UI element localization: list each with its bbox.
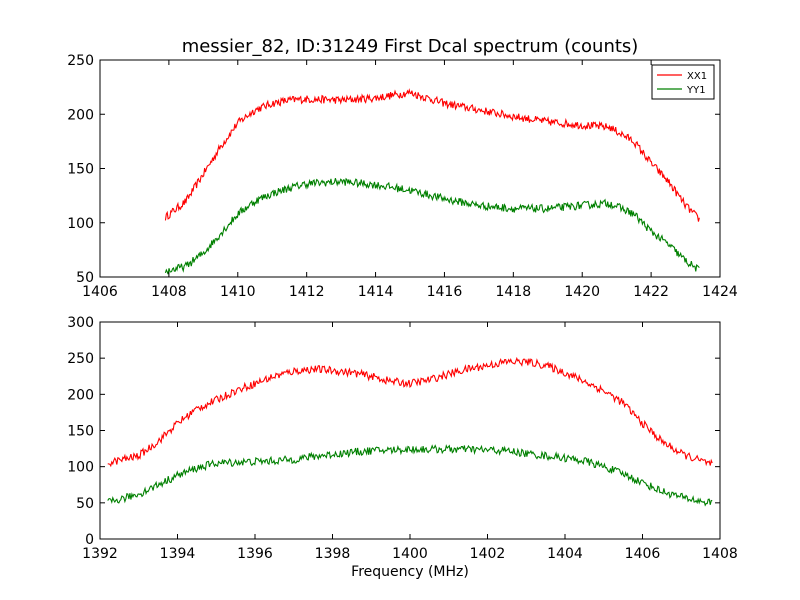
y-tick-label: 200 bbox=[67, 387, 94, 403]
y-tick-label: 100 bbox=[67, 460, 94, 476]
x-tick-label: 1414 bbox=[358, 284, 394, 300]
y-tick-label: 200 bbox=[67, 107, 94, 123]
x-tick-label: 1396 bbox=[237, 546, 273, 562]
x-tick-label: 1400 bbox=[392, 546, 428, 562]
legend-label-xx1: XX1 bbox=[687, 71, 707, 82]
x-tick-label: 1418 bbox=[496, 284, 532, 300]
legend-box bbox=[651, 64, 715, 100]
series-line-xx1-2 bbox=[107, 356, 713, 468]
x-tick-label: 1422 bbox=[633, 284, 669, 300]
plot-frame bbox=[99, 321, 721, 540]
x-tick-label: 1416 bbox=[427, 284, 463, 300]
subplot-1: 1406 1408 1410 1412 1414 1416 1418 1420 1422 1424… bbox=[67, 36, 738, 300]
series-line-yy1-1 bbox=[164, 177, 700, 275]
legend-label-yy1: YY1 bbox=[686, 85, 706, 96]
x-tick-label: 1424 bbox=[702, 284, 738, 300]
y-tick-label: 250 bbox=[67, 351, 94, 367]
series-line-xx1-1 bbox=[164, 88, 700, 222]
y-tick-label: 150 bbox=[67, 162, 94, 178]
y-tick-label: 50 bbox=[76, 496, 94, 512]
x-tick-label: 1408 bbox=[702, 546, 738, 562]
y-tick-label: 300 bbox=[67, 315, 94, 331]
y-tick-label: 0 bbox=[85, 532, 94, 548]
x-tick-label: 1408 bbox=[151, 284, 187, 300]
x-tick-label: 1404 bbox=[547, 546, 583, 562]
chart-title: messier_82, ID:31249 First Dcal spectrum… bbox=[182, 36, 639, 57]
x-axis-label: Frequency (MHz) bbox=[351, 564, 469, 580]
y-tick-label: 150 bbox=[67, 424, 94, 440]
y-tick-label: 100 bbox=[67, 216, 94, 232]
x-tick-label: 1412 bbox=[289, 284, 325, 300]
x-tick-label: 1410 bbox=[220, 284, 256, 300]
x-tick-label: 1394 bbox=[160, 546, 196, 562]
x-tick-label: 1392 bbox=[82, 546, 118, 562]
subplot-2: 1392 1394 1396 1398 1400 1402 1404 1406 1408 0 50 1… bbox=[67, 315, 738, 580]
y-tick-label: 250 bbox=[67, 53, 94, 69]
x-tick-label: 1402 bbox=[470, 546, 506, 562]
x-tick-label: 1406 bbox=[82, 284, 118, 300]
series-line-yy1-2 bbox=[107, 444, 713, 507]
x-tick-label: 1406 bbox=[625, 546, 661, 562]
x-tick-label: 1420 bbox=[564, 284, 600, 300]
y-tick-label: 50 bbox=[76, 270, 94, 286]
x-tick-label: 1398 bbox=[315, 546, 351, 562]
